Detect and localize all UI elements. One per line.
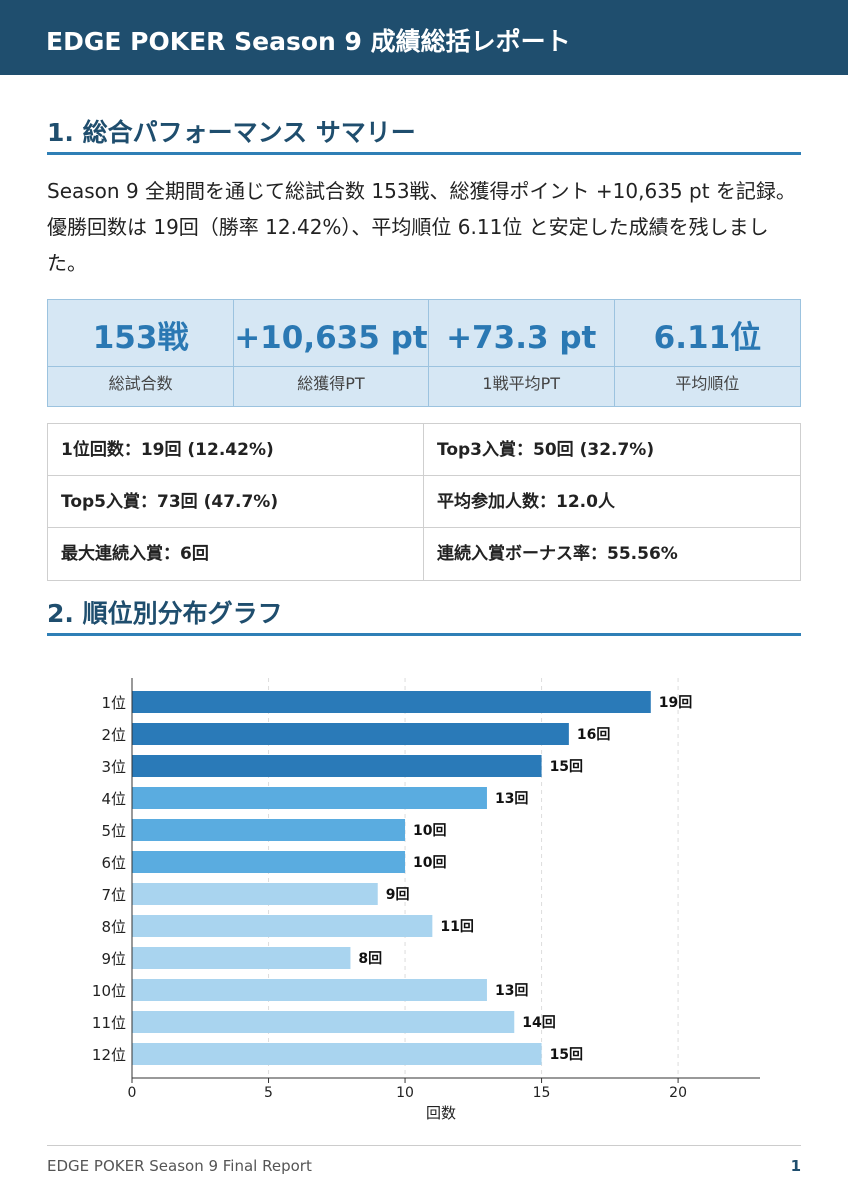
category-label: 6位 <box>101 854 126 872</box>
kpi-total-games: 153戦 総試合数 <box>48 300 235 406</box>
kpi-avg-points: +73.3 pt 1戦平均PT <box>428 300 615 406</box>
data-label: 8回 <box>358 951 382 967</box>
footer-divider <box>47 1145 801 1146</box>
bar <box>132 819 406 841</box>
data-label: 13回 <box>495 983 528 999</box>
stat-top5: Top5入賞：73回 (47.7%) <box>48 476 424 528</box>
section-title-distribution: 2. 順位別分布グラフ <box>47 599 283 628</box>
data-label: 19回 <box>659 695 692 711</box>
data-label: 13回 <box>495 791 528 807</box>
summary-paragraph: Season 9 全期間を通じて総試合数 153戦、総獲得ポイント +10,63… <box>47 179 796 275</box>
bar <box>132 755 542 777</box>
page-number: 1 <box>790 1157 801 1175</box>
section-divider <box>47 152 801 155</box>
data-label: 14回 <box>522 1015 555 1031</box>
data-label: 10回 <box>413 823 446 839</box>
rank-distribution-chart: 1位 19回 2位 16回 3位 15回 4位 13回 5位 10回 6位 10回 7位 9回 8位 11回 9… <box>92 678 760 1122</box>
bar <box>132 851 406 873</box>
section-title-summary: 1. 総合パフォーマンス サマリー <box>47 118 416 147</box>
data-label: 10回 <box>413 855 446 871</box>
report-header: EDGE POKER Season 9 成績総括レポート <box>0 0 848 75</box>
x-tick-label: 0 <box>128 1085 137 1101</box>
kpi-value: 6.11位 <box>614 300 801 367</box>
category-label: 1位 <box>101 694 126 712</box>
data-label: 16回 <box>577 727 610 743</box>
category-label: 12位 <box>92 1046 126 1064</box>
stat-avg-participants: 平均参加人数：12.0人 <box>424 476 800 528</box>
category-label: 4位 <box>101 790 126 808</box>
bar <box>132 947 351 969</box>
footer-text: EDGE POKER Season 9 Final Report <box>47 1157 312 1175</box>
x-tick-label: 15 <box>533 1085 551 1101</box>
category-label: 7位 <box>101 886 126 904</box>
kpi-table: 153戦 総試合数 +10,635 pt 総獲得PT +73.3 pt 1戦平均… <box>47 299 801 407</box>
bar <box>132 787 487 809</box>
data-label: 9回 <box>386 887 410 903</box>
category-label: 10位 <box>92 982 126 1000</box>
category-label: 5位 <box>101 822 126 840</box>
x-tick-label: 10 <box>396 1085 414 1101</box>
kpi-avg-rank: 6.11位 平均順位 <box>614 300 801 406</box>
stat-wins: 1位回数：19回 (12.42%) <box>48 424 424 476</box>
kpi-label: 平均順位 <box>675 374 740 393</box>
kpi-value: +10,635 pt <box>234 300 428 367</box>
category-label: 11位 <box>92 1014 126 1032</box>
report-title: EDGE POKER Season 9 成績総括レポート <box>46 27 571 56</box>
x-tick-label: 5 <box>264 1085 273 1101</box>
kpi-value: +73.3 pt <box>428 300 614 367</box>
x-axis-label: 回数 <box>426 1104 456 1122</box>
bar <box>132 1043 542 1065</box>
data-label: 11回 <box>440 919 473 935</box>
x-tick-label: 20 <box>669 1085 687 1101</box>
stat-streak-bonus-rate: 連続入賞ボーナス率：55.56% <box>437 544 678 564</box>
kpi-label: 総試合数 <box>108 374 173 393</box>
kpi-total-points: +10,635 pt 総獲得PT <box>234 300 429 406</box>
data-label: 15回 <box>550 759 583 775</box>
kpi-value: 153戦 <box>48 300 234 367</box>
stat-top3: Top3入賞：50回 (32.7%) <box>424 424 800 476</box>
category-label: 9位 <box>101 950 126 968</box>
kpi-label: 総獲得PT <box>297 374 365 393</box>
bar <box>132 915 433 937</box>
section-divider <box>47 633 801 636</box>
category-label: 2位 <box>101 726 126 744</box>
data-label: 15回 <box>550 1047 583 1063</box>
bar <box>132 691 651 713</box>
bar <box>132 979 487 1001</box>
bar <box>132 723 569 745</box>
stat-max-streak: 最大連続入賞：6回 <box>48 528 424 580</box>
stats-grid: 1位回数：19回 (12.42%) Top3入賞：50回 (32.7%) Top… <box>47 423 801 581</box>
kpi-label: 1戦平均PT <box>482 374 561 393</box>
category-label: 3位 <box>101 758 126 776</box>
bar <box>132 1011 515 1033</box>
bar <box>132 883 378 905</box>
category-label: 8位 <box>101 918 126 936</box>
